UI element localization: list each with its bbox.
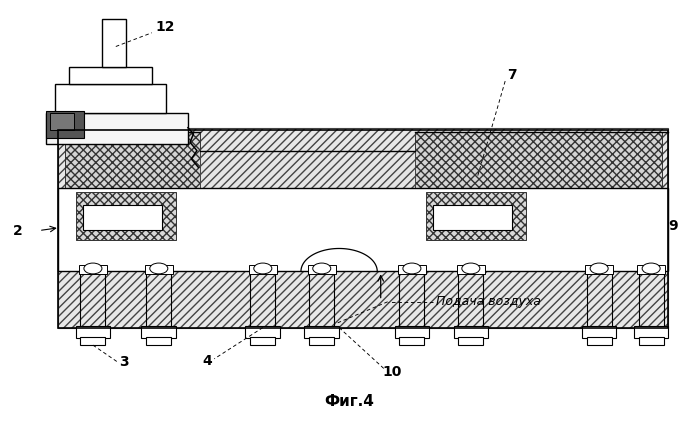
Circle shape bbox=[312, 263, 331, 274]
Bar bbox=[394, 326, 429, 338]
Circle shape bbox=[150, 263, 168, 274]
Bar bbox=[250, 337, 275, 345]
Bar bbox=[50, 113, 74, 130]
Circle shape bbox=[84, 263, 102, 274]
Bar bbox=[308, 265, 336, 274]
Bar bbox=[585, 265, 613, 274]
Text: 10: 10 bbox=[383, 365, 402, 379]
Bar bbox=[141, 326, 176, 338]
Bar bbox=[586, 337, 612, 345]
Bar bbox=[433, 205, 512, 230]
Circle shape bbox=[254, 263, 272, 274]
Text: Фиг.4: Фиг.4 bbox=[324, 394, 375, 409]
Text: 3: 3 bbox=[120, 355, 129, 369]
Circle shape bbox=[642, 263, 660, 274]
Bar bbox=[75, 192, 176, 240]
Bar bbox=[45, 113, 188, 144]
Bar bbox=[454, 326, 488, 338]
Bar bbox=[79, 265, 107, 274]
Bar bbox=[637, 265, 665, 274]
Bar bbox=[249, 265, 277, 274]
Bar bbox=[398, 265, 426, 274]
Bar bbox=[58, 130, 668, 327]
Bar bbox=[65, 132, 201, 188]
Text: 12: 12 bbox=[155, 20, 175, 34]
Bar bbox=[69, 68, 152, 84]
Text: 4: 4 bbox=[203, 354, 212, 368]
Text: 9: 9 bbox=[668, 219, 678, 233]
Text: Подача воздуха: Подача воздуха bbox=[436, 295, 541, 308]
Bar bbox=[146, 337, 171, 345]
Text: 7: 7 bbox=[507, 68, 517, 81]
Bar bbox=[145, 265, 173, 274]
Bar bbox=[58, 188, 668, 271]
Bar bbox=[55, 84, 166, 113]
Bar bbox=[80, 337, 106, 345]
Circle shape bbox=[462, 263, 480, 274]
Text: 2: 2 bbox=[13, 224, 23, 238]
Bar bbox=[457, 265, 484, 274]
Bar bbox=[309, 337, 334, 345]
Bar bbox=[45, 111, 84, 138]
Bar bbox=[639, 337, 663, 345]
Circle shape bbox=[403, 263, 421, 274]
Bar bbox=[426, 192, 526, 240]
Bar bbox=[58, 128, 668, 327]
Bar bbox=[245, 326, 280, 338]
Bar bbox=[459, 337, 483, 345]
Bar bbox=[305, 326, 339, 338]
Bar bbox=[201, 151, 415, 188]
Bar bbox=[634, 326, 668, 338]
Bar bbox=[75, 326, 110, 338]
Bar bbox=[582, 326, 617, 338]
Bar bbox=[82, 205, 162, 230]
Circle shape bbox=[590, 263, 608, 274]
Bar bbox=[102, 19, 127, 68]
Bar bbox=[415, 132, 661, 188]
Bar bbox=[399, 337, 424, 345]
